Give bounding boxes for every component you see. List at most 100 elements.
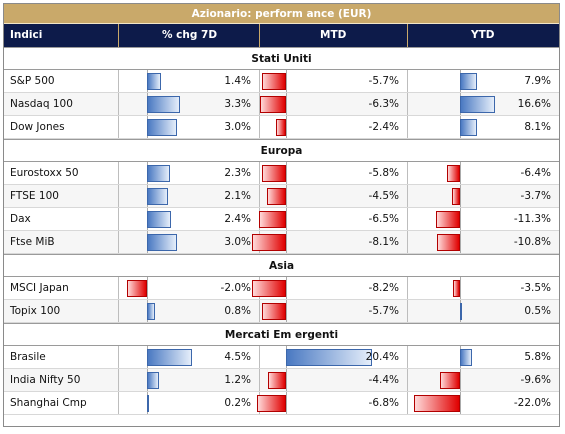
mtd-bar <box>262 73 286 90</box>
section-header: Asia <box>4 254 559 277</box>
table-row: Shanghai Cmp 0.2% -6.8% -22.0% <box>4 392 559 415</box>
mtd-value: -6.5% <box>368 213 399 225</box>
chg7d-value: 2.1% <box>224 190 251 202</box>
mtd-value: -5.8% <box>368 167 399 179</box>
ytd-bar <box>437 234 460 251</box>
chg7d-bar <box>127 280 147 297</box>
table-row: Eurostoxx 50 2.3% -5.8% -6.4% <box>4 162 559 185</box>
ytd-value: -3.5% <box>520 282 551 294</box>
table-title: Azionario: perform ance (EUR) <box>4 4 559 24</box>
chg7d-value: -2.0% <box>220 282 251 294</box>
mtd-value: -4.5% <box>368 190 399 202</box>
performance-table: Azionario: perform ance (EUR) Indici % c… <box>3 3 560 427</box>
ytd-value: 5.8% <box>524 351 551 363</box>
ytd-bar <box>460 96 495 113</box>
ytd-value: -11.3% <box>513 213 551 225</box>
ytd-bar <box>439 372 460 389</box>
mtd-value: -4.4% <box>368 374 399 386</box>
ytd-bar <box>452 188 460 205</box>
chg7d-bar <box>147 349 192 366</box>
mtd-bar <box>259 96 286 113</box>
table-row: India Nifty 50 1.2% -4.4% -9.6% <box>4 369 559 392</box>
chg7d-value: 3.3% <box>224 98 251 110</box>
section-header: Stati Uniti <box>4 47 559 70</box>
index-name: Nasdaq 100 <box>10 98 73 110</box>
index-name: Dow Jones <box>10 121 65 133</box>
ytd-bar <box>446 165 460 182</box>
table-row: MSCI Japan -2.0% -8.2% -3.5% <box>4 277 559 300</box>
chg7d-value: 3.0% <box>224 121 251 133</box>
mtd-value: -8.1% <box>368 236 399 248</box>
mtd-bar <box>267 372 286 389</box>
ytd-bar <box>413 395 460 412</box>
ytd-bar <box>460 349 473 366</box>
ytd-value: -10.8% <box>513 236 551 248</box>
chg7d-bar <box>147 303 155 320</box>
table-row: FTSE 100 2.1% -4.5% -3.7% <box>4 185 559 208</box>
ytd-value: -6.4% <box>520 167 551 179</box>
header-ytd: YTD <box>471 29 495 41</box>
header-chg7d: % chg 7D <box>162 29 218 41</box>
mtd-bar <box>286 349 372 366</box>
mtd-bar <box>262 303 286 320</box>
chg7d-bar <box>147 211 171 228</box>
ytd-value: -9.6% <box>520 374 551 386</box>
section-header: Mercati Em ergenti <box>4 323 559 346</box>
index-name: FTSE 100 <box>10 190 59 202</box>
table-row: S&P 500 1.4% -5.7% 7.9% <box>4 70 559 93</box>
ytd-value: 0.5% <box>524 305 551 317</box>
section-header: Europa <box>4 139 559 162</box>
index-name: Topix 100 <box>10 305 61 317</box>
ytd-value: -3.7% <box>520 190 551 202</box>
chg7d-value: 1.4% <box>224 75 251 87</box>
chg7d-value: 2.4% <box>224 213 251 225</box>
mtd-bar <box>258 211 286 228</box>
header-row: Indici % chg 7D MTD YTD <box>4 24 559 47</box>
index-name: Brasile <box>10 351 46 363</box>
ytd-bar <box>460 73 477 90</box>
mtd-value: -8.2% <box>368 282 399 294</box>
table-row: Ftse MiB 3.0% -8.1% -10.8% <box>4 231 559 254</box>
mtd-bar <box>251 280 286 297</box>
index-name: MSCI Japan <box>10 282 69 294</box>
mtd-value: -2.4% <box>368 121 399 133</box>
index-name: Dax <box>10 213 31 225</box>
chg7d-bar <box>147 73 161 90</box>
ytd-bar <box>436 211 460 228</box>
ytd-value: 16.6% <box>517 98 551 110</box>
chg7d-bar <box>147 119 177 136</box>
chg7d-value: 2.3% <box>224 167 251 179</box>
chg7d-bar <box>147 165 170 182</box>
chg7d-bar <box>147 372 159 389</box>
chg7d-value: 4.5% <box>224 351 251 363</box>
ytd-bar <box>460 303 462 320</box>
table-row: Topix 100 0.8% -5.7% 0.5% <box>4 300 559 323</box>
header-mtd: MTD <box>320 29 347 41</box>
chg7d-bar <box>147 188 168 205</box>
mtd-value: -6.8% <box>368 397 399 409</box>
chg7d-value: 0.8% <box>224 305 251 317</box>
chg7d-bar <box>147 234 177 251</box>
index-name: Shanghai Cmp <box>10 397 87 409</box>
table-row: Brasile 4.5% 20.4% 5.8% <box>4 346 559 369</box>
mtd-value: -5.7% <box>368 305 399 317</box>
chg7d-value: 1.2% <box>224 374 251 386</box>
mtd-bar <box>251 234 286 251</box>
ytd-value: 8.1% <box>524 121 551 133</box>
mtd-value: -5.7% <box>368 75 399 87</box>
mtd-bar <box>275 119 286 136</box>
index-name: S&P 500 <box>10 75 55 87</box>
chg7d-value: 3.0% <box>224 236 251 248</box>
ytd-bar <box>452 280 460 297</box>
ytd-value: 7.9% <box>524 75 551 87</box>
mtd-bar <box>261 165 286 182</box>
index-name: India Nifty 50 <box>10 374 81 386</box>
chg7d-bar <box>147 96 180 113</box>
table-row: Dow Jones 3.0% -2.4% 8.1% <box>4 116 559 139</box>
mtd-value: 20.4% <box>365 351 399 363</box>
table-row: Nasdaq 100 3.3% -6.3% 16.6% <box>4 93 559 116</box>
mtd-bar <box>257 395 286 412</box>
index-name: Eurostoxx 50 <box>10 167 79 179</box>
chg7d-value: 0.2% <box>224 397 251 409</box>
header-indici: Indici <box>10 29 43 41</box>
